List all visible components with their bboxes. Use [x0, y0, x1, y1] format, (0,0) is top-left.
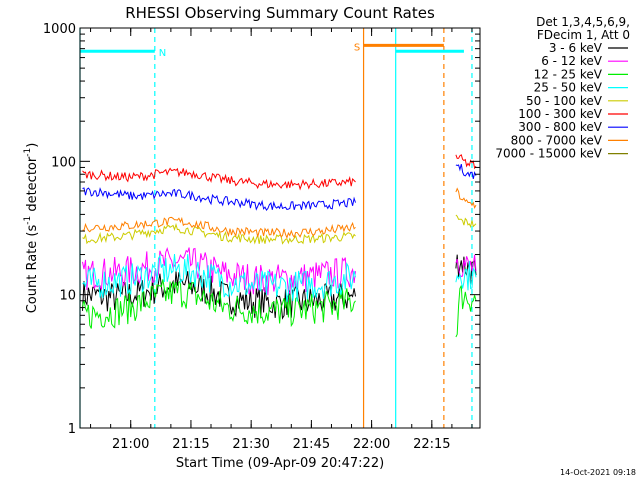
y-tick-label: 10	[59, 289, 76, 304]
series-line	[82, 187, 356, 212]
series-line	[455, 154, 477, 170]
y-tick-label: 100	[51, 155, 76, 170]
series-line	[82, 167, 356, 191]
legend-header-line-1: Det 1,3,4,5,6,9,	[536, 15, 630, 29]
legend-label: 12 - 25 keV	[534, 67, 603, 81]
legend-label: 100 - 300 keV	[518, 107, 602, 121]
legend-label: 300 - 800 keV	[518, 120, 602, 134]
x-tick-label: 21:30	[232, 437, 269, 452]
series-line	[82, 254, 356, 303]
plot-content: NS	[79, 28, 477, 428]
legend-label: 50 - 100 keV	[526, 94, 603, 108]
series-line	[82, 246, 356, 296]
plot-frame	[79, 27, 481, 429]
series-line	[455, 285, 477, 338]
x-axis-label: Start Time (09-Apr-09 20:47:22)	[176, 456, 384, 471]
x-axis: 21:00 21:15 21:30 21:45 22:00 22:15	[90, 28, 473, 452]
legend-header-line-2: FDecim 1, Att 0	[537, 28, 630, 42]
y-tick-label: 1	[68, 422, 76, 437]
y-axis: 1 10 100 1000	[43, 22, 480, 437]
legend-label: 3 - 6 keV	[549, 41, 603, 55]
series-line	[455, 214, 477, 229]
x-tick-label: 21:45	[293, 437, 330, 452]
y-axis-label: Count Rate (s-1 detector-1)	[23, 143, 40, 314]
x-tick-label: 22:00	[353, 437, 390, 452]
series-line	[82, 222, 356, 245]
series-line	[82, 279, 356, 329]
series-line	[455, 260, 477, 291]
legend-label: 6 - 12 keV	[541, 54, 603, 68]
footer-date: 14-Oct-2021 09:18	[560, 468, 636, 477]
state-bar-label: S	[354, 42, 360, 53]
x-tick-label: 21:15	[172, 437, 209, 452]
series-line	[455, 254, 477, 278]
x-tick-label: 22:15	[413, 437, 450, 452]
state-bar-label: N	[159, 48, 166, 59]
legend-label: 800 - 7000 keV	[511, 133, 603, 147]
series-line	[82, 216, 356, 240]
x-tick-label: 21:00	[112, 437, 149, 452]
legend-label: 7000 - 15000 keV	[495, 147, 602, 161]
legend-label: 25 - 50 keV	[534, 81, 603, 95]
chart-title: RHESSI Observing Summary Count Rates	[125, 4, 435, 22]
y-tick-label: 1000	[43, 22, 76, 37]
series-line	[455, 163, 477, 180]
series-line	[455, 187, 477, 210]
